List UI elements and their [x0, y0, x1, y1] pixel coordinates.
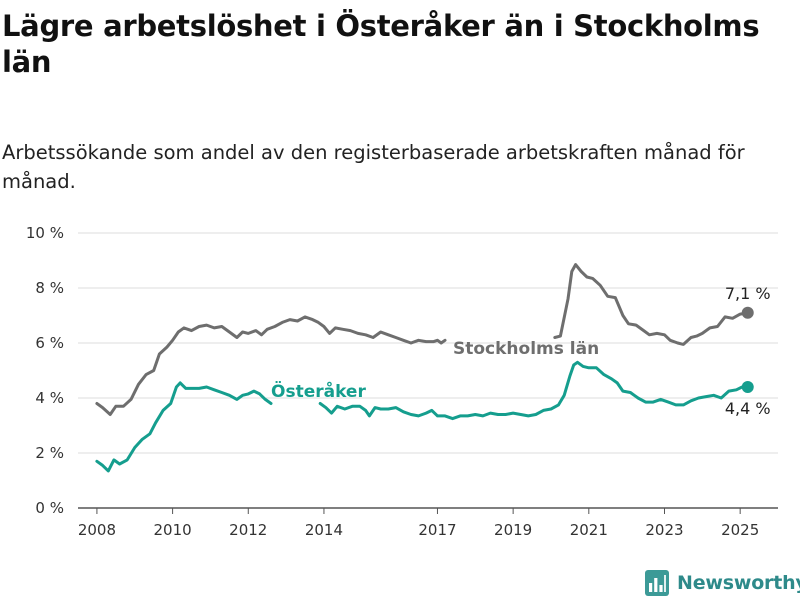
series-line-stockholms-lan: [95, 315, 447, 416]
series-line-osteraker: [95, 381, 273, 473]
newsworthy-logo: Newsworthy: [645, 568, 800, 598]
end-point-osteraker: [741, 381, 754, 393]
x-tick-label: 2023: [645, 521, 683, 539]
y-tick-label: 8 %: [35, 279, 64, 297]
end-value-label-osteraker: 4,4 %: [725, 399, 771, 418]
y-tick-label: 4 %: [35, 389, 64, 407]
series-line-stockholms-lan: [553, 263, 750, 346]
y-tick-label: 2 %: [35, 444, 64, 462]
series-label-stockholms-lan: Stockholms län: [453, 339, 599, 359]
x-tick-label: 2010: [154, 521, 192, 539]
chart-labels: 7,1 % 4,4 % Stockholms län Österåker: [271, 284, 771, 418]
x-tick-label: 2025: [721, 521, 759, 539]
x-tick-label: 2017: [418, 521, 456, 539]
bar-chart-icon: [645, 570, 669, 596]
chart-title: Lägre arbetslöshet i Österåker än i Stoc…: [2, 9, 760, 79]
end-point-stockholms-lan: [741, 306, 754, 319]
x-tick-label: 2012: [229, 521, 267, 539]
x-tick-label: 2008: [78, 521, 116, 539]
logo-text: Newsworthy: [677, 572, 800, 594]
x-tick-label: 2019: [494, 521, 532, 539]
y-tick-label: 0 %: [35, 499, 64, 517]
series-label-osteraker: Österåker: [271, 380, 366, 402]
x-tick-label: 2021: [570, 521, 608, 539]
chart-subtitle: Arbetssökande som andel av den registerb…: [2, 141, 745, 193]
axis-ticks: 0 % 2 % 4 % 6 % 8 % 10 % 2008 2010 2012 2014 2017 2…: [26, 224, 759, 539]
y-tick-label: 10 %: [26, 224, 64, 242]
series-lines: [95, 263, 754, 473]
gridlines: [78, 232, 778, 509]
x-tick-label: 2014: [305, 521, 343, 539]
end-value-label-stockholms-lan: 7,1 %: [725, 284, 771, 303]
series-line-osteraker: [318, 360, 750, 421]
y-tick-label: 6 %: [35, 334, 64, 352]
